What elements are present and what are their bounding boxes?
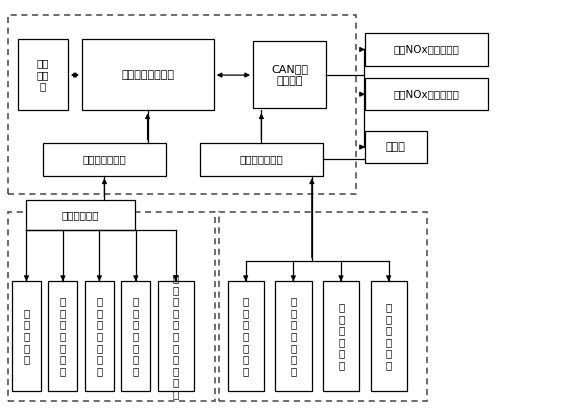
Text: 尿素泵: 尿素泵	[386, 142, 406, 152]
Bar	[85, 281, 114, 391]
Bar	[371, 281, 407, 391]
Text: 尿
素
罐
温
度
显
示: 尿 素 罐 温 度 显 示	[291, 296, 297, 376]
Bar	[365, 131, 427, 164]
Text: 单片机及外围电路: 单片机及外围电路	[121, 70, 174, 80]
Bar	[48, 281, 78, 391]
Bar	[82, 39, 214, 110]
Bar	[253, 42, 326, 108]
Text: 压
差
传
感
器: 压 差 传 感 器	[24, 308, 30, 364]
Bar	[121, 281, 151, 391]
Text: 绝
对
压
强
传
感
器: 绝 对 压 强 传 感 器	[60, 296, 66, 376]
Bar	[8, 212, 215, 401]
Text: 扩展
存储
器: 扩展 存储 器	[37, 58, 49, 91]
Text: 尿
素
罐
液
位
显
示: 尿 素 罐 液 位 显 示	[243, 296, 249, 376]
Text: 冷
却
液
电
磁
阀: 冷 却 液 电 磁 阀	[338, 302, 345, 370]
Bar	[43, 143, 166, 176]
Bar	[365, 33, 488, 66]
Text: 进口NOx浓度传感器: 进口NOx浓度传感器	[394, 44, 460, 54]
Text: 控制量输出接口: 控制量输出接口	[239, 154, 283, 164]
Bar	[12, 281, 41, 391]
Text: 进
口
温
度
传
感
器: 进 口 温 度 传 感 器	[96, 296, 102, 376]
Text: 出口NOx浓度传感器: 出口NOx浓度传感器	[394, 89, 460, 99]
Bar	[17, 39, 68, 110]
Text: 信号调理电路: 信号调理电路	[62, 210, 99, 220]
Bar	[8, 15, 356, 194]
Bar	[323, 281, 360, 391]
Bar	[219, 212, 427, 401]
Text: 液
位
报
警
指
示: 液 位 报 警 指 示	[386, 302, 392, 370]
Text: 尿
素
罐
液
位
及
温
度
传
感
器: 尿 素 罐 液 位 及 温 度 传 感 器	[173, 273, 179, 399]
Bar	[200, 143, 323, 176]
Text: 出
口
温
度
传
感
器: 出 口 温 度 传 感 器	[133, 296, 139, 376]
Bar	[275, 281, 312, 391]
Text: CAN总线
接口电路: CAN总线 接口电路	[271, 64, 308, 85]
Bar	[365, 78, 488, 110]
Text: 模拟量输入接口: 模拟量输入接口	[83, 154, 126, 164]
Bar	[228, 281, 264, 391]
Bar	[26, 200, 135, 230]
Bar	[158, 281, 194, 391]
